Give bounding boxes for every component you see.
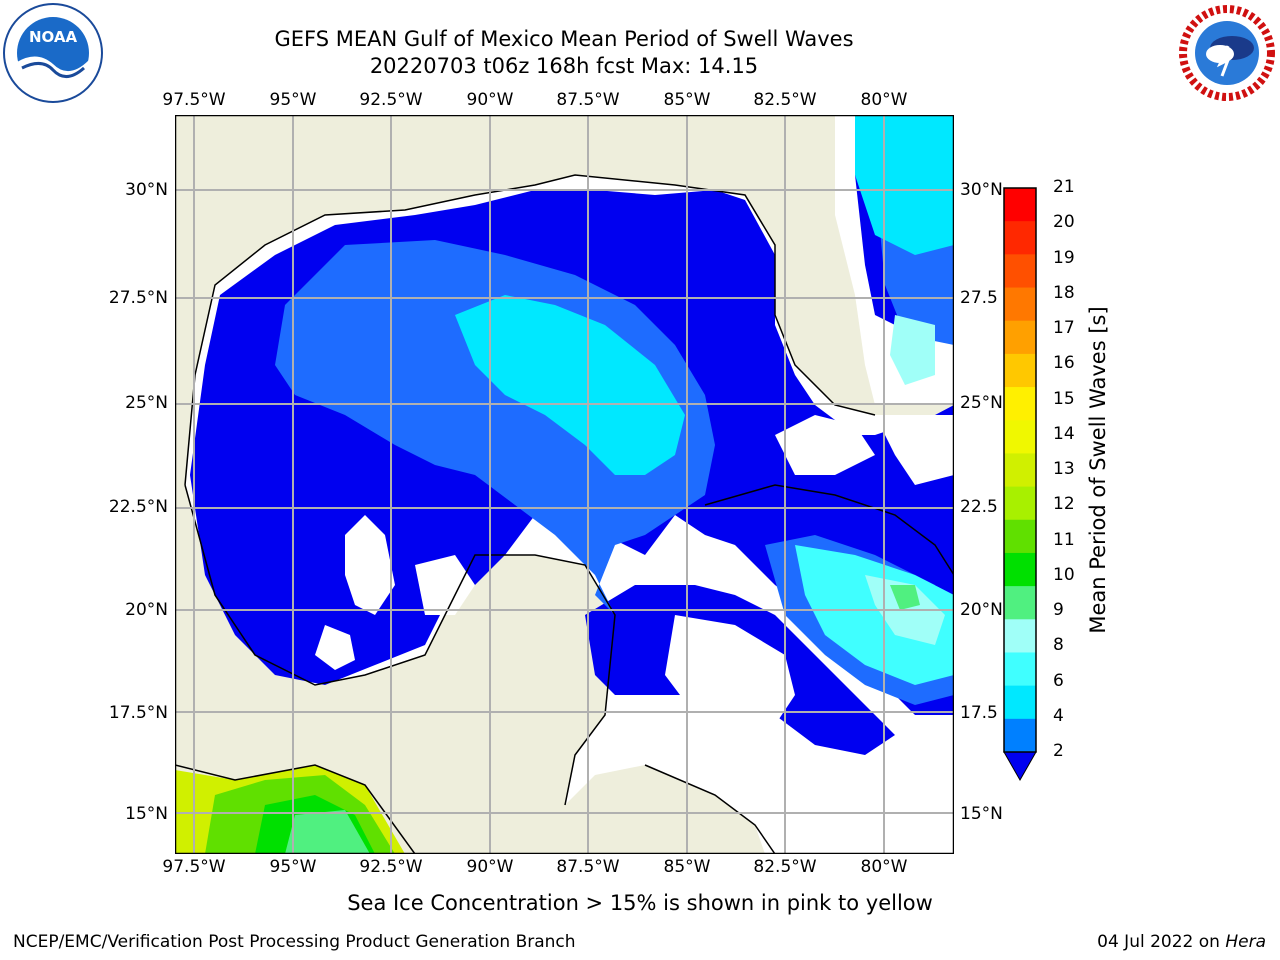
colorbar-tick-label: 11	[1053, 529, 1075, 550]
lon-tick-top: 80°W	[860, 90, 908, 110]
colorbar-tick-label: 4	[1053, 705, 1064, 726]
colorbar-band	[1004, 254, 1036, 289]
lon-tick-bottom: 82.5°W	[753, 857, 817, 877]
colorbar-title: Mean Period of Swell Waves [s]	[1086, 306, 1110, 634]
lat-tick-left: 15°N	[125, 804, 168, 824]
nws-logo-icon	[1178, 4, 1276, 102]
colorbar-band	[1004, 287, 1036, 322]
colorbar-tick-label: 20	[1053, 212, 1075, 233]
lat-tick-right: 27.5	[960, 288, 998, 308]
lon-tick-bottom: 80°W	[860, 857, 908, 877]
colorbar-band	[1004, 353, 1036, 388]
lat-tick-left: 22.5°N	[108, 497, 168, 517]
map-frame	[175, 115, 954, 854]
lat-tick-right: 30°N	[960, 180, 1003, 200]
lon-tick-bottom: 95°W	[269, 857, 317, 877]
lon-tick-bottom: 92.5°W	[359, 857, 423, 877]
colorbar-tick-label: 2	[1053, 741, 1064, 761]
colorbar-tick-label: 9	[1053, 600, 1064, 620]
lon-tick-top: 92.5°W	[359, 90, 423, 110]
lon-tick-bottom: 87.5°W	[556, 857, 620, 877]
noaa-logo-text: NOAA	[29, 28, 78, 46]
colorbar-tick-label: 6	[1053, 670, 1064, 691]
colorbar-band	[1004, 586, 1036, 620]
footer-date: 04 Jul 2022 on Hera	[1097, 932, 1266, 952]
swell-9-10s-region	[890, 585, 920, 610]
lat-tick-left: 17.5°N	[108, 703, 168, 723]
lon-tick-top: 97.5°W	[162, 90, 226, 110]
chart-subtitle: 20220703 t06z 168h fcst Max: 14.15	[369, 54, 759, 78]
lat-tick-left: 27.5°N	[108, 288, 168, 308]
chart-title: GEFS MEAN Gulf of Mexico Mean Period of …	[274, 27, 854, 51]
colorbar-tick-label: 16	[1053, 353, 1075, 374]
colorbar-tick-label: 21	[1053, 177, 1075, 197]
colorbar-band	[1004, 387, 1036, 421]
colorbar-tick-label: 17	[1053, 318, 1075, 338]
lon-tick-bottom: 90°W	[466, 857, 514, 877]
sea-ice-note: Sea Ice Concentration > 15% is shown in …	[347, 891, 933, 915]
colorbar-band	[1004, 188, 1036, 222]
lon-tick-top: 90°W	[466, 90, 514, 110]
colorbar-frame	[1003, 187, 1037, 753]
colorbar-tick-label: 8	[1053, 635, 1064, 656]
colorbar-band	[1004, 221, 1036, 255]
lat-tick-right: 25°N	[960, 393, 1003, 413]
noaa-logo-icon: NOAA	[3, 3, 103, 103]
colorbar-tick-label: 14	[1053, 423, 1075, 444]
lat-tick-right: 15°N	[960, 804, 1003, 824]
lat-tick-right: 20°N	[960, 600, 1003, 620]
colorbar-band	[1004, 619, 1036, 653]
colorbar-band	[1004, 519, 1036, 554]
gulf-of-mexico-map	[175, 115, 954, 854]
lon-tick-top: 95°W	[269, 90, 317, 110]
lat-tick-left: 30°N	[125, 180, 168, 200]
swell-6-8s-region	[455, 295, 685, 475]
colorbar-band	[1004, 552, 1036, 587]
colorbar-tick-label: 13	[1053, 459, 1075, 479]
colorbar-band	[1004, 718, 1036, 753]
colorbar-band	[1004, 685, 1036, 720]
lat-tick-left: 25°N	[125, 393, 168, 413]
colorbar-tick-label: 15	[1053, 388, 1075, 409]
footer-credit: NCEP/EMC/Verification Post Processing Pr…	[13, 932, 576, 952]
map-gridlines	[175, 115, 954, 854]
colorbar-band	[1004, 453, 1036, 488]
colorbar-extend-arrow	[1003, 751, 1037, 782]
colorbar-tick-label: 12	[1053, 494, 1075, 515]
colorbar-tick-label: 18	[1053, 282, 1075, 303]
lon-tick-top: 82.5°W	[753, 90, 817, 110]
colorbar	[1003, 187, 1037, 782]
colorbar-band	[1004, 420, 1036, 454]
colorbar-tick-label: 10	[1053, 564, 1075, 585]
colorbar-band	[1004, 652, 1036, 687]
lat-tick-left: 20°N	[125, 600, 168, 620]
lon-tick-bottom: 97.5°W	[162, 857, 226, 877]
colorbar-band	[1004, 486, 1036, 521]
lon-tick-top: 85°W	[663, 90, 711, 110]
colorbar-tick-label: 19	[1053, 247, 1075, 268]
lon-tick-top: 87.5°W	[556, 90, 620, 110]
lat-tick-right: 17.5	[960, 703, 998, 723]
lon-tick-bottom: 85°W	[663, 857, 711, 877]
colorbar-band	[1004, 320, 1036, 355]
lat-tick-right: 22.5	[960, 497, 998, 517]
